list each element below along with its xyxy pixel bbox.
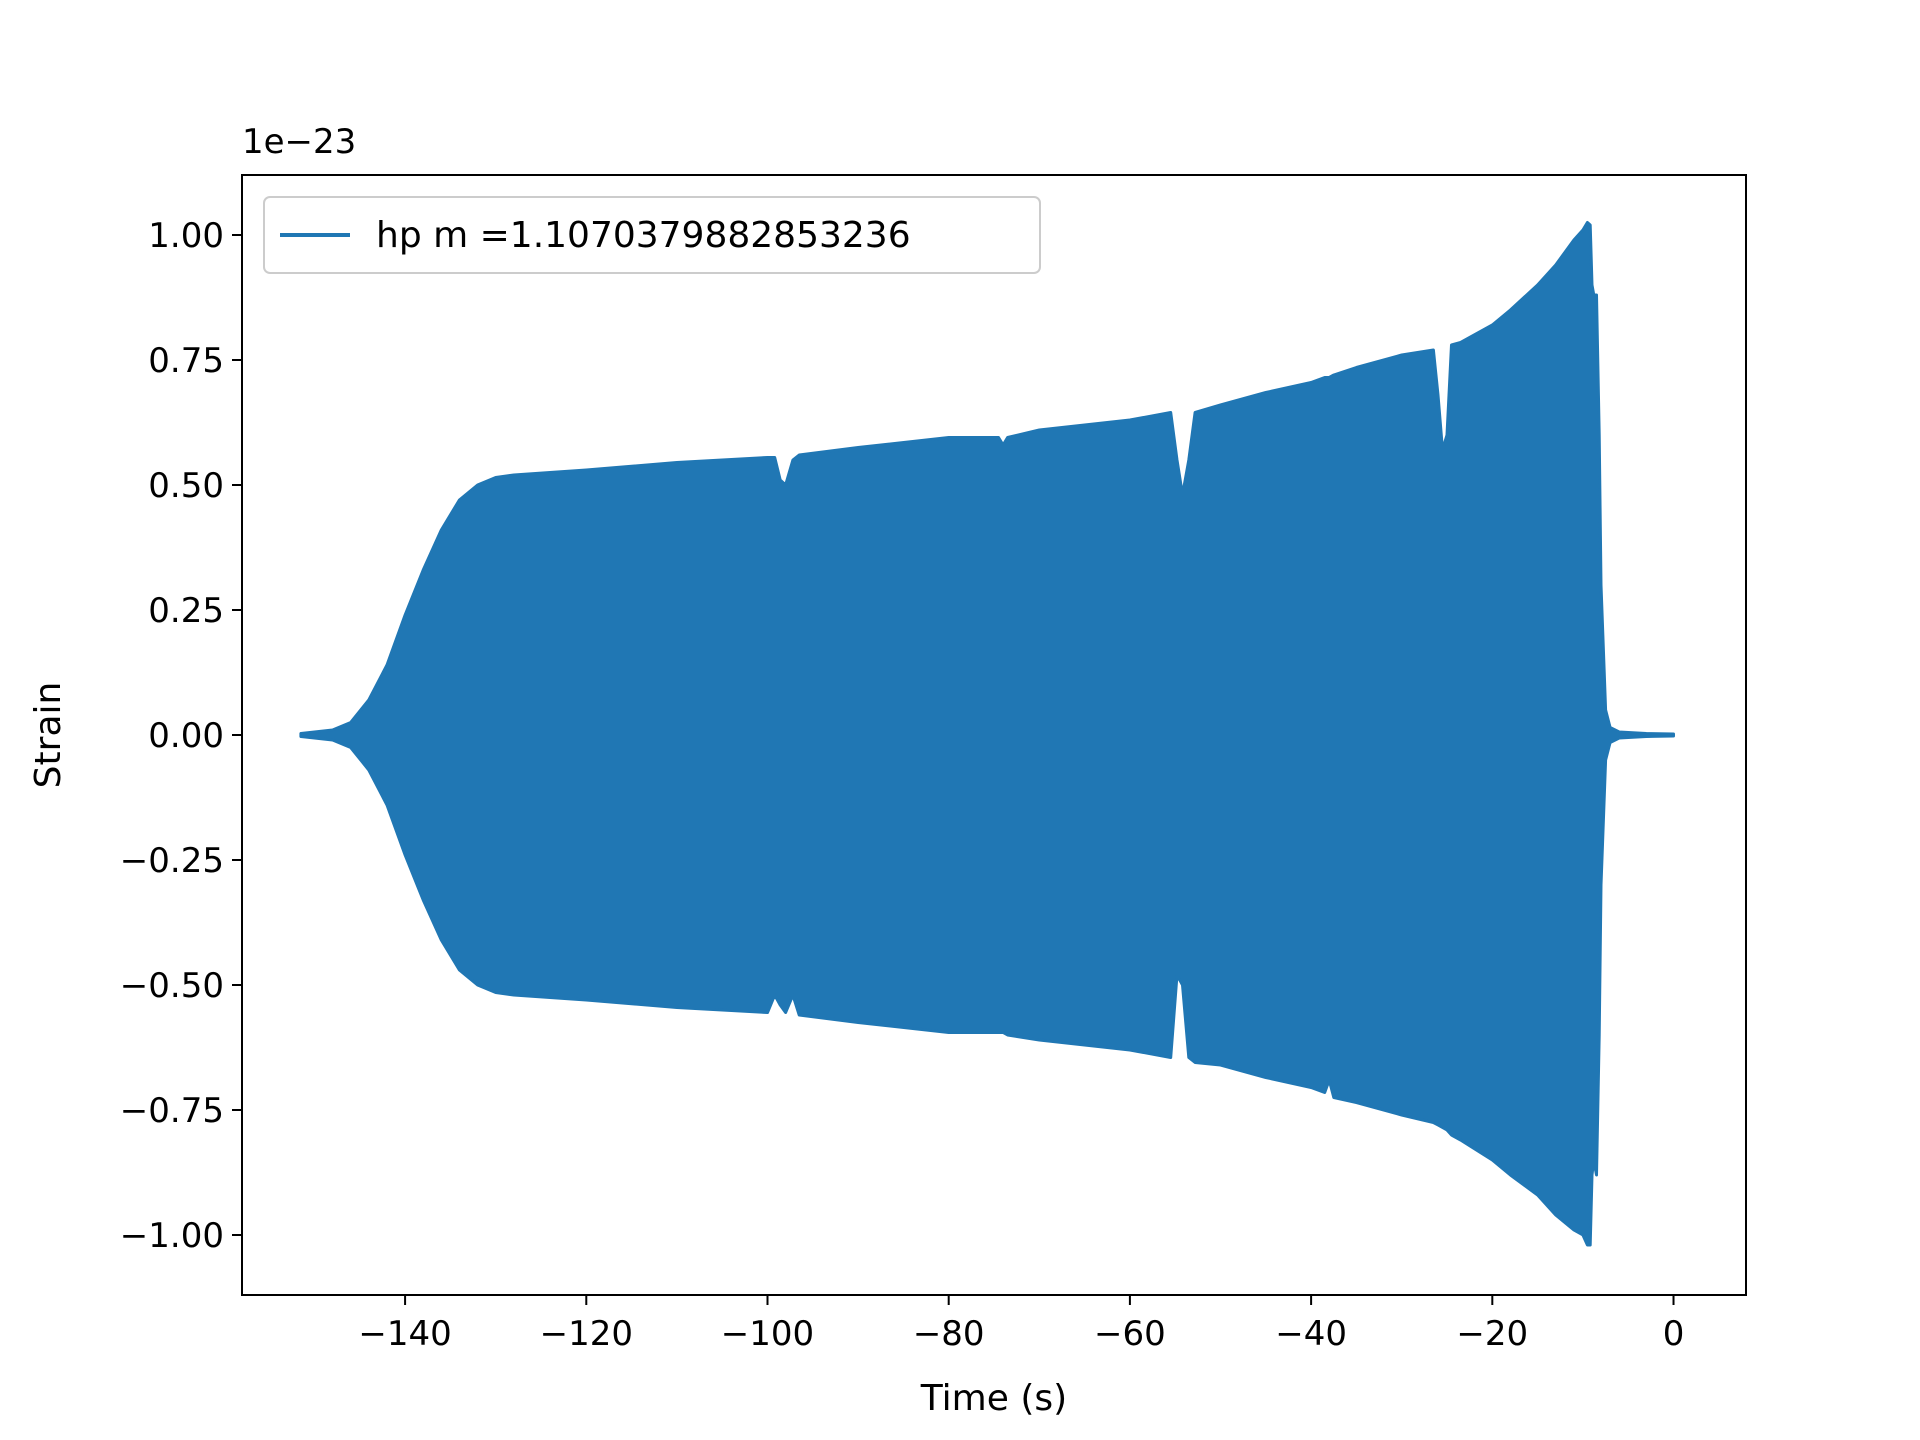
y-offset-label: 1e−23	[242, 122, 356, 162]
y-tick-label: 0.50	[148, 466, 224, 506]
plot-area	[299, 221, 1675, 1247]
y-tick-label: 0.00	[148, 716, 224, 756]
y-tick-label: −0.75	[120, 1091, 224, 1131]
x-tick-label: −120	[540, 1314, 633, 1354]
x-tick-label: −100	[721, 1314, 814, 1354]
x-tick-label: −140	[358, 1314, 451, 1354]
legend: hp m =1.1070379882853236	[263, 196, 1041, 274]
x-tick-label: −60	[1094, 1314, 1166, 1354]
x-tick-label: −80	[913, 1314, 985, 1354]
legend-box	[263, 196, 1041, 274]
axes: −140 −120 −100 −80 −60 −40 −20 0 1.00 0.75 0.50 0.2…	[28, 122, 1747, 1419]
x-tick-label: 0	[1663, 1314, 1685, 1354]
y-axis-label: Strain	[28, 682, 69, 789]
y-tick-label: 0.75	[148, 341, 224, 381]
x-axis-label: Time (s)	[920, 1378, 1067, 1419]
y-tick-label: 1.00	[148, 216, 224, 256]
series-waveform-0	[299, 221, 1675, 1247]
x-tick-label: −20	[1456, 1314, 1528, 1354]
legend-label-0: hp m =1.1070379882853236	[376, 215, 911, 256]
x-tick-label: −40	[1275, 1314, 1347, 1354]
y-tick-label: −0.25	[120, 841, 224, 881]
y-tick-label: −0.50	[120, 966, 224, 1006]
y-tick-label: −1.00	[120, 1216, 224, 1256]
y-tick-label: 0.25	[148, 591, 224, 631]
